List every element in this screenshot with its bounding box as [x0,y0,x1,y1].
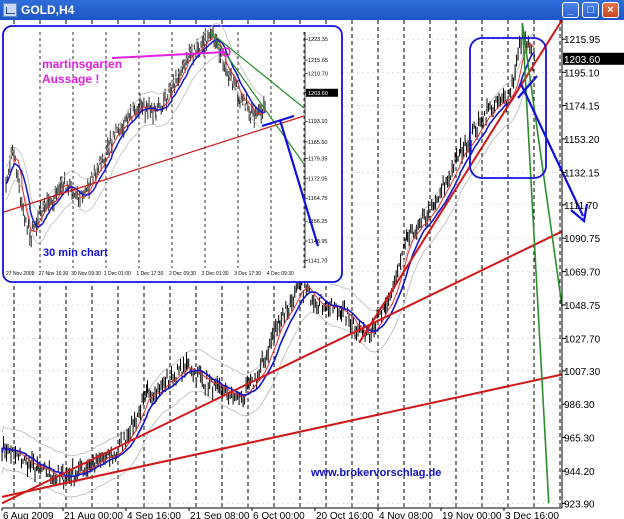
time-tick-label: 6 Oct 00:00 [253,511,305,519]
inset-time-tick-label: 1 Dec 01:00 [104,271,131,277]
short-blue-mark [517,75,538,99]
inset-annotation-line1: martinsgarten [42,57,122,71]
trendline [521,23,563,307]
inset-time-tick-label: 3 Dec 01:30 [202,271,229,277]
time-tick-label: 4 Sep 16:00 [127,511,181,519]
trendline [1,230,563,505]
price-tick-label: 1027.70 [564,334,601,345]
inset-red-trendline [3,115,305,213]
price-tick-label: 944.20 [564,467,595,478]
inset-time-tick-label: 4 Dec 09:30 [267,271,294,277]
price-tick-label: 1007.30 [564,367,601,378]
lower-band [1,72,535,498]
fast-ma-line [1,43,535,478]
price-tick-label: 923.90 [564,499,595,510]
inset-magenta-marker [221,47,231,57]
inset-time-tick-label: 27 Nov 16:30 [39,271,69,277]
watermark-text: www.brokervorschlag.de [310,467,441,479]
blue-arrow-shaft [520,83,584,217]
inset-time-tick-label: 2 Dec 09:30 [169,271,196,277]
time-tick-label: 19 Nov 00:00 [442,511,502,519]
price-tick-label: 1195.10 [564,68,600,79]
inset-fast-ma [5,36,266,233]
inset-time-tick-label: 3 Dec 17:30 [234,271,261,277]
minimize-button[interactable]: _ [562,2,579,18]
inset-price-tick-label: 1172.05 [308,176,327,182]
trendline [521,23,550,504]
price-tick-label: 1111.70 [564,201,598,212]
annotations [469,37,589,224]
time-tick-label: 4 Nov 08:00 [379,511,433,519]
current-price-marker [563,52,624,65]
inset-blue-mark [261,114,295,128]
axes: 1215.95 1195.10 1174.15 1153.20 1132.15 1111.… [1,20,624,519]
price-tick-label: 1069.70 [564,268,601,279]
inset-green-trendline-1 [209,31,305,109]
inset-price-tick-label: 1179.35 [308,157,327,163]
price-tick-label: 1153.20 [564,135,600,146]
inset-slow-ma [5,38,266,229]
inset-price-tick-label: 1185.50 [308,140,327,146]
highlight-rectangle [469,37,547,179]
moving-averages [1,43,535,478]
inset-price-tick-label: 1215.65 [308,58,328,64]
price-tick-label: 1174.15 [564,102,600,113]
time-tick-label: 21 Aug 00:00 [64,511,123,519]
blue-arrow-head [570,203,589,224]
inset-time-tick-label: 1 Dec 17:30 [136,271,163,277]
inset-price-tick-label: 1156.25 [308,219,327,225]
slow-ma-line [1,51,535,478]
inset-time-tick-label: 27 Nov 2009 [6,271,35,277]
chart-window-icon [3,3,17,17]
trendline [1,373,563,498]
time-tick-label: 21 Sep 08:00 [190,511,250,519]
inset-price-tick-label: 1210.70 [308,72,328,78]
inset-green-trendline-2 [209,31,305,165]
time-tick-label: 3 Dec 16:00 [505,511,559,519]
price-tick-label: 1048.75 [564,301,601,312]
trendlines [1,20,563,505]
trendline [358,20,563,344]
price-tick-label: 1215.95 [564,35,601,46]
inset-price-tick-label: 1148.95 [308,239,327,245]
inset-price-tick-label: 1223.35 [308,37,328,43]
title-bar[interactable]: GOLD,H4 _ □ × [0,0,624,20]
inset-price-tick-label: 1141.70 [308,259,327,265]
time-tick-label: 6 Aug 2009 [3,511,54,519]
inset-current-price-label: 1203.60 [308,91,328,97]
inset-chart-title: 30 min chart [43,247,108,259]
close-button[interactable]: × [602,2,619,18]
maximize-button[interactable]: □ [582,2,599,18]
inset-frame [2,25,343,283]
inset-lower-band [5,55,266,245]
time-tick-label: 20 Oct 16:00 [316,511,374,519]
inset-price-tick-label: 1164.75 [308,196,327,202]
inset-time-tick-label: 30 Nov 09:30 [71,271,101,277]
inset-annotation-line2: Aussage ! [42,72,99,86]
price-tick-label: 965.30 [564,434,595,445]
price-tick-label: 1132.15 [564,168,600,179]
inset-blue-arrow [278,119,320,247]
current-price-label: 1203.60 [564,55,601,66]
inset-price-tick-label: 1193.10 [308,119,327,125]
window-title: GOLD,H4 [21,3,75,17]
price-tick-label: 1090.75 [564,234,601,245]
inset-magenta-line [111,51,227,59]
inset-current-price-marker [306,88,338,97]
price-tick-label: 986.30 [564,400,595,411]
